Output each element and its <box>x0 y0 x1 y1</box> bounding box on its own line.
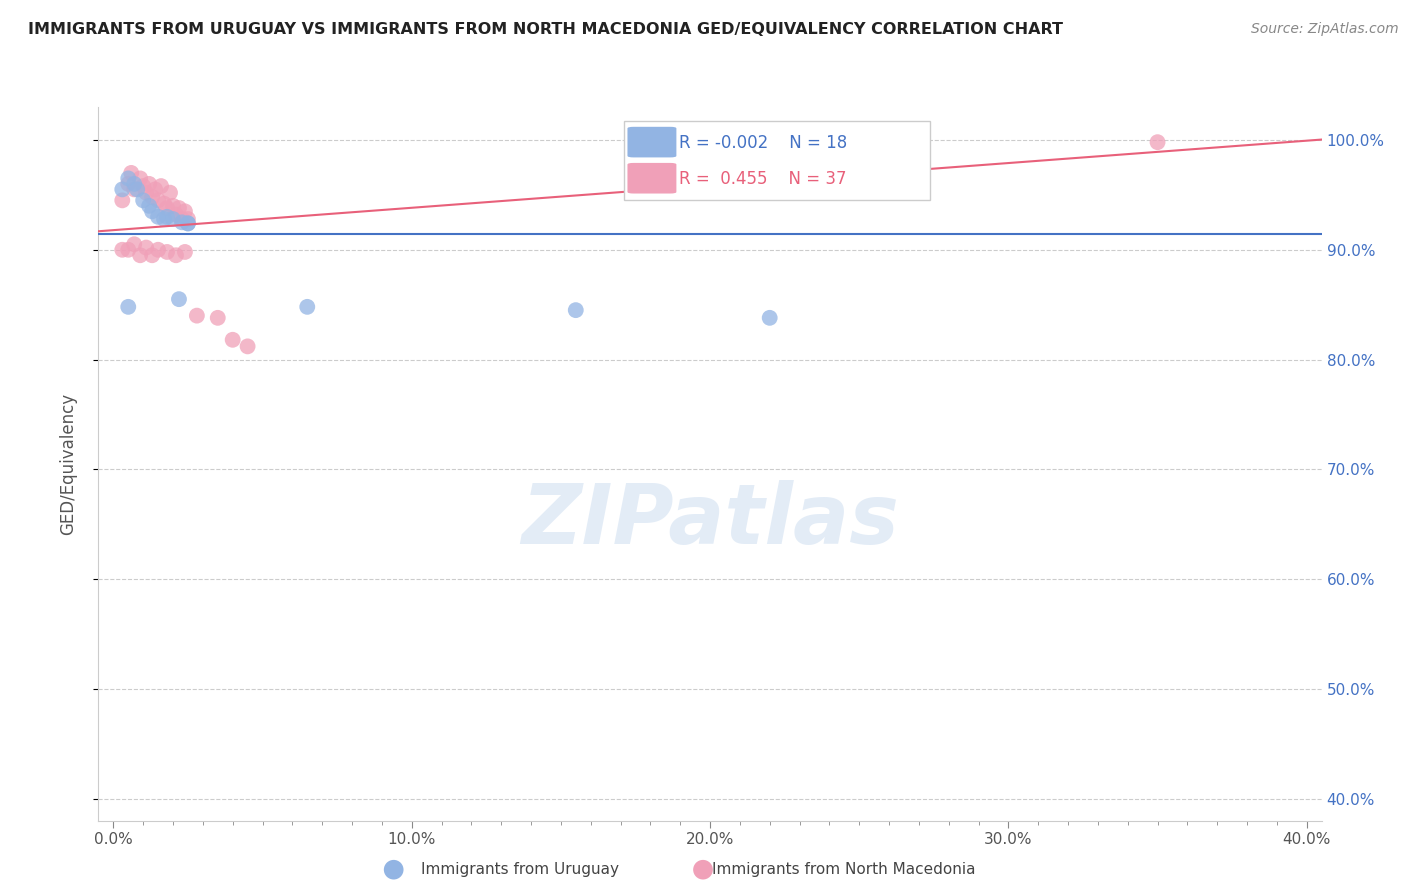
Point <box>177 212 200 227</box>
Point <box>122 182 145 196</box>
Point <box>236 339 259 353</box>
Point <box>165 208 187 222</box>
Point <box>170 212 193 227</box>
Point <box>156 244 179 259</box>
Point <box>132 179 155 194</box>
Point <box>758 310 780 325</box>
Point <box>297 300 319 314</box>
Point <box>221 333 243 347</box>
Point <box>156 201 179 215</box>
Point <box>146 243 169 257</box>
Point <box>127 182 149 196</box>
Point <box>122 237 145 252</box>
Point <box>117 177 139 191</box>
Point <box>177 216 200 230</box>
Point <box>111 182 134 196</box>
Point <box>146 210 169 224</box>
Point <box>135 186 157 200</box>
Point <box>117 171 139 186</box>
Point <box>135 241 157 255</box>
Point <box>138 177 160 191</box>
Point <box>141 248 163 262</box>
Text: Immigrants from North Macedonia: Immigrants from North Macedonia <box>711 863 976 877</box>
Point <box>150 179 173 194</box>
Text: Immigrants from Uruguay: Immigrants from Uruguay <box>422 863 619 877</box>
Point <box>111 243 134 257</box>
Text: R =  0.455    N = 37: R = 0.455 N = 37 <box>679 169 846 187</box>
Point <box>162 199 184 213</box>
Point <box>174 244 197 259</box>
Text: IMMIGRANTS FROM URUGUAY VS IMMIGRANTS FROM NORTH MACEDONIA GED/EQUIVALENCY CORRE: IMMIGRANTS FROM URUGUAY VS IMMIGRANTS FR… <box>28 22 1063 37</box>
Point <box>117 300 139 314</box>
Point <box>138 199 160 213</box>
Y-axis label: GED/Equivalency: GED/Equivalency <box>59 392 77 535</box>
Point <box>111 194 134 208</box>
Point <box>132 194 155 208</box>
Point <box>159 186 181 200</box>
Point <box>565 303 588 318</box>
FancyBboxPatch shape <box>627 163 676 194</box>
Point <box>120 166 142 180</box>
Point <box>141 204 163 219</box>
Point <box>174 204 197 219</box>
FancyBboxPatch shape <box>627 127 676 157</box>
FancyBboxPatch shape <box>624 121 931 200</box>
Point <box>186 309 208 323</box>
Point <box>153 196 176 211</box>
Point <box>146 194 169 208</box>
Text: R = -0.002    N = 18: R = -0.002 N = 18 <box>679 134 848 152</box>
Point <box>141 190 163 204</box>
Point <box>207 310 229 325</box>
Point <box>167 292 190 306</box>
Point <box>177 216 200 230</box>
Point <box>1146 135 1168 149</box>
Text: ZIPatlas: ZIPatlas <box>522 481 898 561</box>
Point <box>167 201 190 215</box>
Point <box>129 248 152 262</box>
Point <box>162 212 184 227</box>
Point <box>156 210 179 224</box>
Point <box>170 215 193 229</box>
Text: Source: ZipAtlas.com: Source: ZipAtlas.com <box>1251 22 1399 37</box>
Point <box>122 177 145 191</box>
Point <box>143 182 166 196</box>
Point <box>165 248 187 262</box>
Point <box>129 171 152 186</box>
Point <box>758 135 780 149</box>
Point <box>153 212 176 227</box>
Point <box>117 243 139 257</box>
